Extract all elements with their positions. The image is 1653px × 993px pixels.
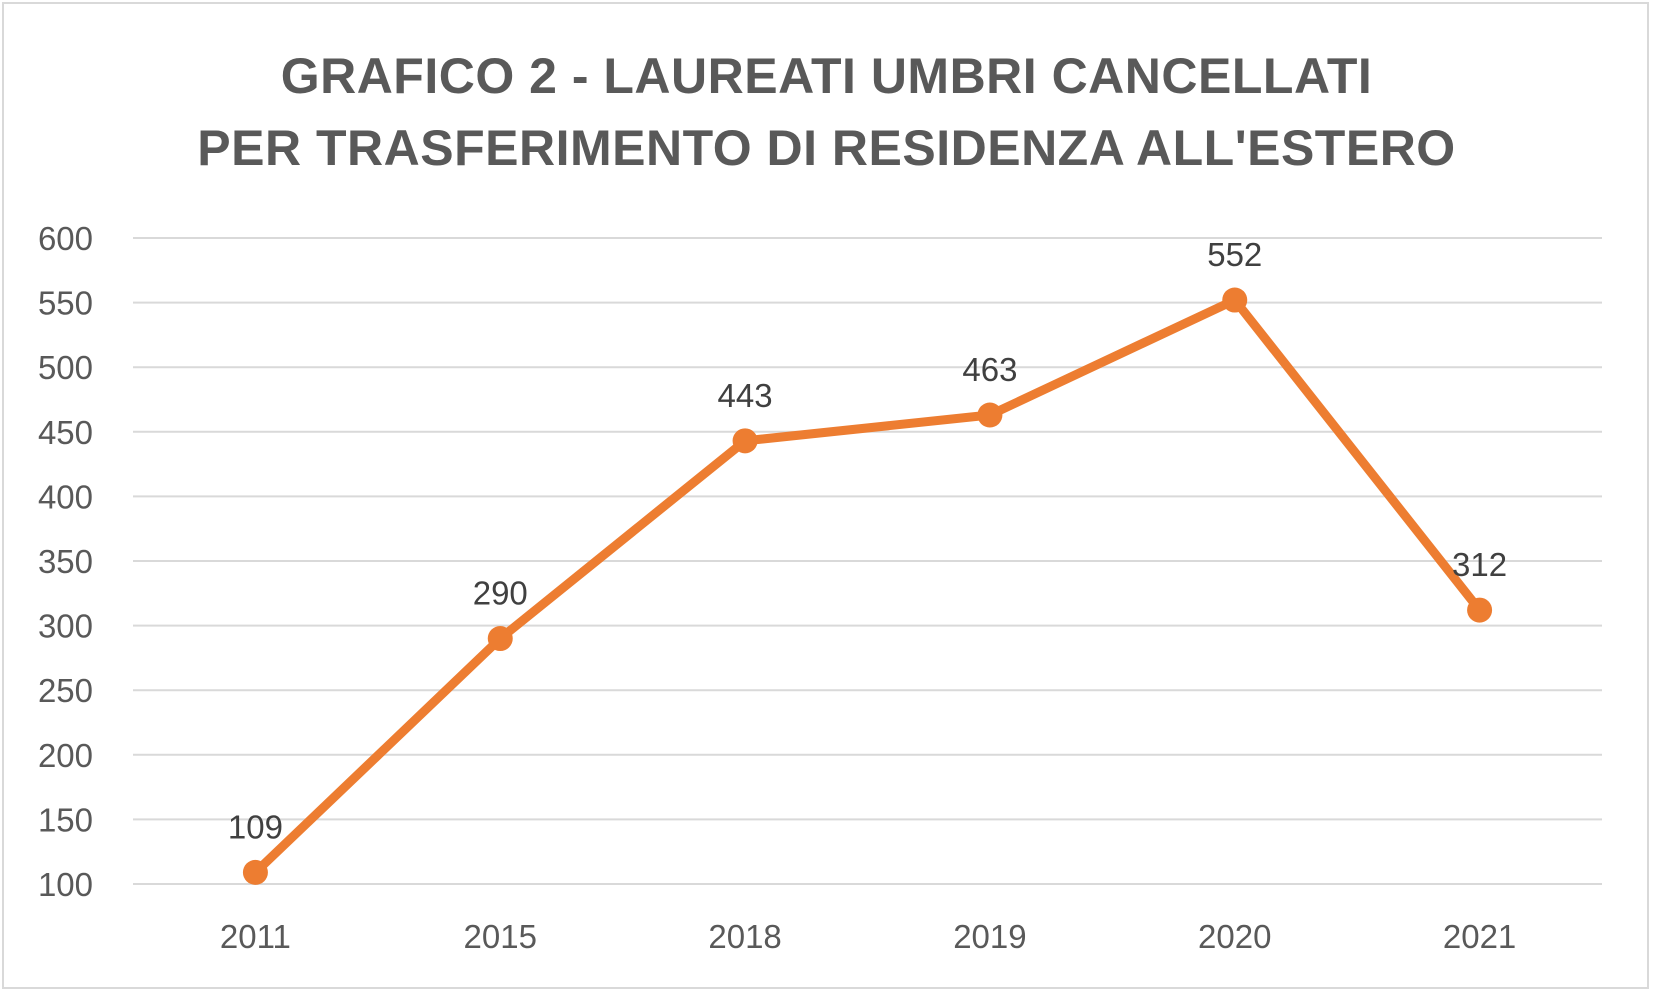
y-tick-label-150: 150 bbox=[38, 801, 93, 838]
data-point-2018 bbox=[732, 428, 758, 454]
y-tick-label-300: 300 bbox=[38, 608, 93, 645]
chart-title-line-1: GRAFICO 2 - LAUREATI UMBRI CANCELLATI bbox=[280, 48, 1373, 104]
y-tick-label-100: 100 bbox=[38, 866, 93, 903]
y-tick-label-200: 200 bbox=[38, 737, 93, 774]
y-tick-label-350: 350 bbox=[38, 543, 93, 580]
x-tick-label-2011: 2011 bbox=[220, 918, 291, 955]
chart-title-line-2: PER TRASFERIMENTO DI RESIDENZA ALL'ESTER… bbox=[197, 120, 1456, 176]
x-tick-label-2021: 2021 bbox=[1443, 918, 1516, 955]
data-labels: 109 290 443 463 552 312 bbox=[228, 236, 1507, 845]
series-markers bbox=[242, 287, 1493, 885]
x-tick-label-2018: 2018 bbox=[708, 918, 781, 955]
x-axis-tick-labels: 2011 2015 2018 2019 2020 2021 bbox=[220, 918, 1516, 955]
series-line-path bbox=[250, 295, 1485, 877]
data-label-2011: 109 bbox=[228, 808, 283, 845]
data-point-2019 bbox=[977, 402, 1003, 428]
data-label-2019: 463 bbox=[962, 351, 1017, 388]
data-point-2011 bbox=[242, 859, 268, 885]
data-label-2020: 552 bbox=[1207, 236, 1262, 273]
data-point-2021 bbox=[1467, 597, 1493, 623]
y-tick-label-550: 550 bbox=[38, 285, 93, 322]
y-tick-label-450: 450 bbox=[38, 414, 93, 451]
y-tick-label-250: 250 bbox=[38, 672, 93, 709]
y-axis-tick-labels: 100 150 200 250 300 350 400 450 500 550 600 bbox=[38, 220, 93, 903]
chart-title: GRAFICO 2 - LAUREATI UMBRI CANCELLATI PE… bbox=[0, 40, 1653, 184]
x-tick-label-2020: 2020 bbox=[1198, 918, 1271, 955]
series-line bbox=[250, 295, 1485, 877]
data-point-2015 bbox=[487, 626, 513, 652]
data-point-2020 bbox=[1222, 287, 1248, 313]
x-tick-label-2015: 2015 bbox=[464, 918, 537, 955]
data-label-2021: 312 bbox=[1452, 546, 1507, 583]
gridlines bbox=[133, 237, 1602, 885]
y-tick-label-400: 400 bbox=[38, 478, 93, 515]
y-tick-label-600: 600 bbox=[38, 220, 93, 257]
x-tick-label-2019: 2019 bbox=[953, 918, 1026, 955]
y-tick-label-500: 500 bbox=[38, 349, 93, 386]
data-label-2015: 290 bbox=[473, 575, 528, 612]
data-label-2018: 443 bbox=[718, 377, 773, 414]
